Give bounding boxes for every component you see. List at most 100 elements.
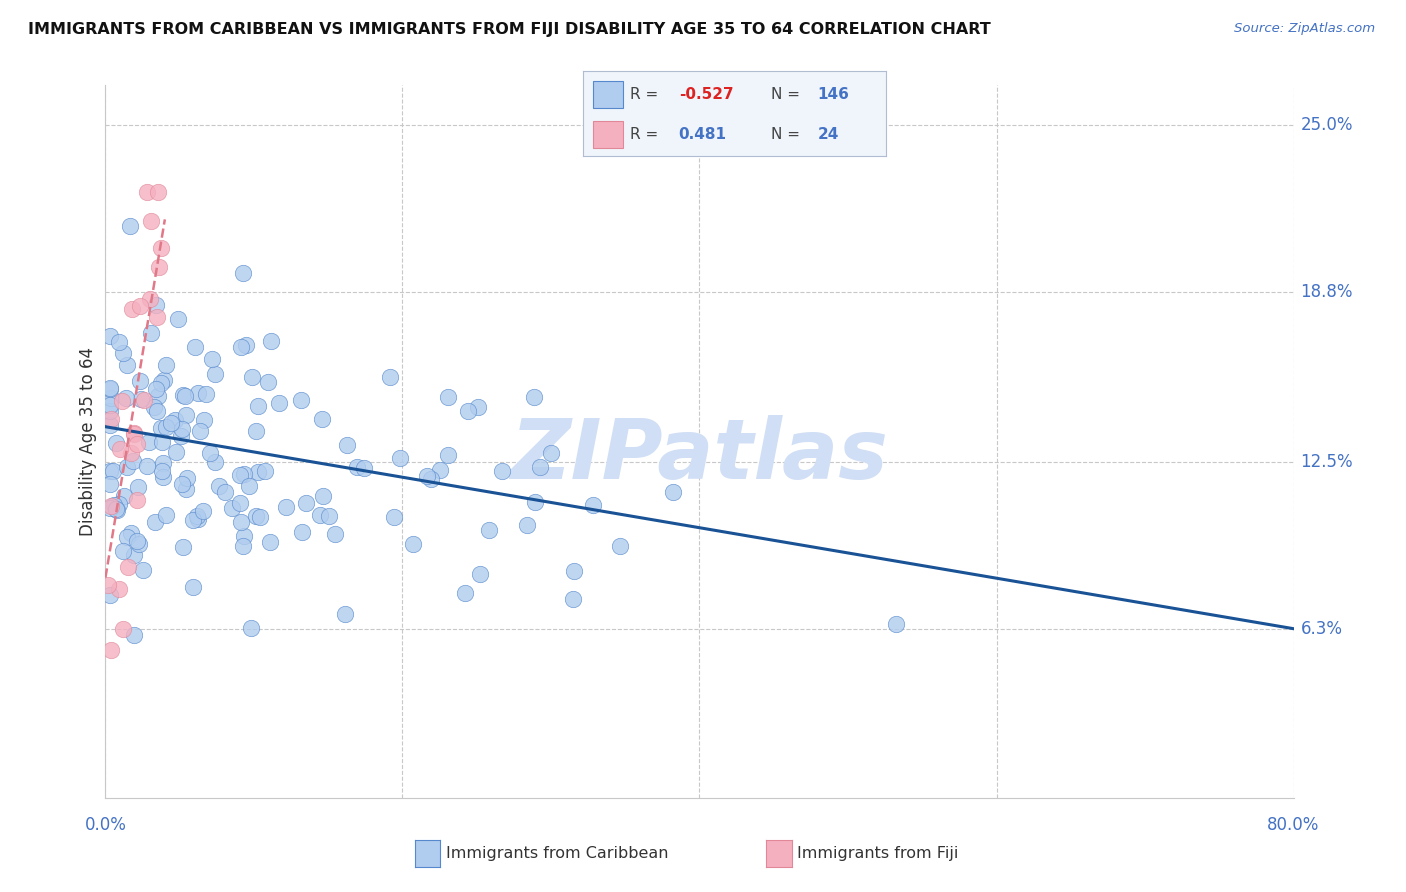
Point	[114, 391, 136, 405]
Point	[214, 484, 236, 499]
Point	[183, 340, 205, 354]
Point	[582, 499, 605, 513]
Point	[143, 515, 166, 529]
Text: 24: 24	[818, 127, 839, 142]
Point	[172, 388, 194, 402]
Point	[155, 358, 177, 372]
Point	[238, 479, 260, 493]
Point	[188, 424, 211, 438]
Point	[384, 510, 406, 524]
Point	[112, 543, 135, 558]
Point	[429, 463, 451, 477]
Point	[467, 400, 489, 414]
Point	[98, 588, 121, 602]
Point	[124, 426, 146, 441]
Point	[121, 301, 143, 316]
Point	[98, 403, 121, 417]
Point	[129, 374, 152, 388]
Point	[150, 464, 173, 478]
Point	[201, 352, 224, 367]
Point	[98, 417, 121, 432]
Point	[117, 359, 139, 373]
Point	[100, 412, 122, 426]
Point	[107, 497, 129, 511]
Point	[254, 464, 277, 478]
Point	[170, 422, 193, 436]
Point	[245, 508, 267, 523]
Point	[155, 508, 177, 523]
Point	[229, 496, 252, 510]
Point	[516, 517, 538, 532]
Point	[389, 450, 412, 465]
Point	[145, 298, 167, 312]
Text: N =: N =	[770, 127, 804, 142]
Point	[98, 501, 121, 516]
Point	[148, 260, 170, 275]
Point	[323, 526, 346, 541]
Point	[98, 383, 121, 397]
Point	[139, 214, 162, 228]
Point	[170, 429, 193, 443]
Point	[108, 442, 131, 457]
Point	[378, 369, 401, 384]
Point	[125, 492, 148, 507]
Point	[416, 468, 439, 483]
Text: 80.0%: 80.0%	[1267, 816, 1320, 834]
Point	[105, 436, 128, 450]
Point	[353, 460, 375, 475]
Point	[523, 390, 546, 404]
Point	[111, 393, 134, 408]
Text: 6.3%: 6.3%	[1301, 620, 1343, 638]
Point	[120, 445, 142, 459]
Point	[204, 455, 226, 469]
Text: 12.5%: 12.5%	[1301, 453, 1353, 471]
Point	[204, 368, 226, 382]
Point	[139, 326, 162, 340]
Point	[257, 375, 280, 389]
Point	[229, 515, 252, 529]
Text: Immigrants from Caribbean: Immigrants from Caribbean	[446, 847, 668, 861]
Point	[562, 564, 585, 578]
Point	[115, 459, 138, 474]
Point	[208, 478, 231, 492]
Point	[229, 468, 252, 483]
Point	[122, 454, 145, 468]
Point	[401, 537, 423, 551]
Point	[129, 392, 152, 406]
Text: N =: N =	[770, 87, 804, 102]
Text: R =: R =	[630, 127, 664, 142]
Point	[145, 382, 167, 396]
Point	[165, 444, 187, 458]
Point	[150, 435, 173, 450]
Bar	[592, 120, 623, 147]
Point	[146, 310, 169, 325]
Point	[346, 460, 368, 475]
Point	[149, 421, 172, 435]
Point	[117, 559, 139, 574]
Point	[107, 582, 129, 596]
Point	[98, 398, 121, 412]
Point	[311, 489, 333, 503]
Point	[232, 529, 254, 543]
Point	[105, 503, 128, 517]
Point	[267, 396, 290, 410]
Point	[181, 513, 204, 527]
Point	[193, 413, 215, 427]
Point	[291, 524, 314, 539]
Point	[100, 392, 122, 406]
Point	[246, 465, 269, 479]
Point	[232, 467, 254, 481]
Point	[163, 413, 186, 427]
Point	[336, 437, 359, 451]
Text: 0.0%: 0.0%	[84, 816, 127, 834]
Text: 0.481: 0.481	[679, 127, 727, 142]
Point	[174, 408, 197, 422]
Point	[100, 643, 122, 657]
Point	[166, 312, 188, 326]
Point	[174, 389, 197, 403]
Point	[235, 338, 257, 352]
Point	[309, 508, 332, 522]
Point	[155, 420, 177, 434]
Text: Source: ZipAtlas.com: Source: ZipAtlas.com	[1234, 22, 1375, 36]
Point	[540, 446, 562, 460]
